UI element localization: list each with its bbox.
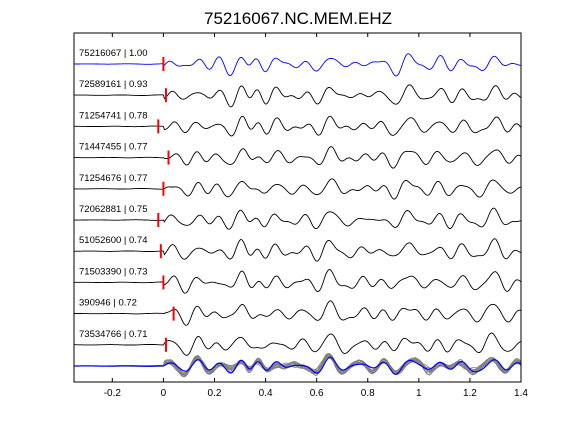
chart-title: 75216067.NC.MEM.EHZ [204,9,392,28]
trace-label-9: 73534766 | 0.71 [79,329,148,340]
trace-line-6 [74,238,522,262]
trace-label-5: 72062881 | 0.75 [79,204,148,215]
trace-labels-layer: 75216067 | 1.00 72589161 | 0.93 71254741 |… [79,48,148,340]
x-tick-label-4: 0.6 [310,388,324,399]
x-tick-label-7: 1.2 [463,388,477,399]
pick-markers-layer [157,57,175,352]
traces-layer [73,53,522,356]
trace-line-2 [74,115,522,137]
trace-line-8 [74,300,522,326]
trace-label-3: 71447455 | 0.77 [79,142,148,153]
x-tick-label-0: -0.2 [104,388,122,399]
plot-area: 75216067 | 1.00 72589161 | 0.93 71254741 |… [73,32,528,399]
trace-line-9 [74,332,522,356]
x-ticks-layer: -0.2 0 0.2 0.4 0.6 0.8 1 1.2 1.4 [104,33,528,399]
trace-label-2: 71254741 | 0.78 [79,110,148,121]
trace-line-0 [74,53,522,77]
x-tick-label-6: 1 [416,388,422,399]
x-tick-label-8: 1.4 [514,388,528,399]
x-tick-label-1: 0 [161,388,167,399]
stack-reference-trace [74,356,522,375]
trace-line-3 [73,146,522,169]
trace-label-4: 71254676 | 0.77 [79,173,148,184]
trace-label-7: 71503390 | 0.73 [79,266,148,277]
trace-label-0: 75216067 | 1.00 [79,48,148,59]
trace-line-1 [74,84,522,108]
trace-label-8: 390946 | 0.72 [79,298,137,309]
trace-label-1: 72589161 | 0.93 [79,79,148,90]
trace-label-6: 51052600 | 0.74 [79,235,148,246]
x-tick-label-5: 0.8 [361,388,375,399]
stack-layer [73,353,522,378]
trace-line-7 [74,269,522,294]
axes-frame [73,32,522,383]
trace-line-5 [74,207,522,230]
x-tick-label-2: 0.2 [208,388,222,399]
x-tick-label-3: 0.4 [259,388,273,399]
trace-line-4 [73,178,522,200]
